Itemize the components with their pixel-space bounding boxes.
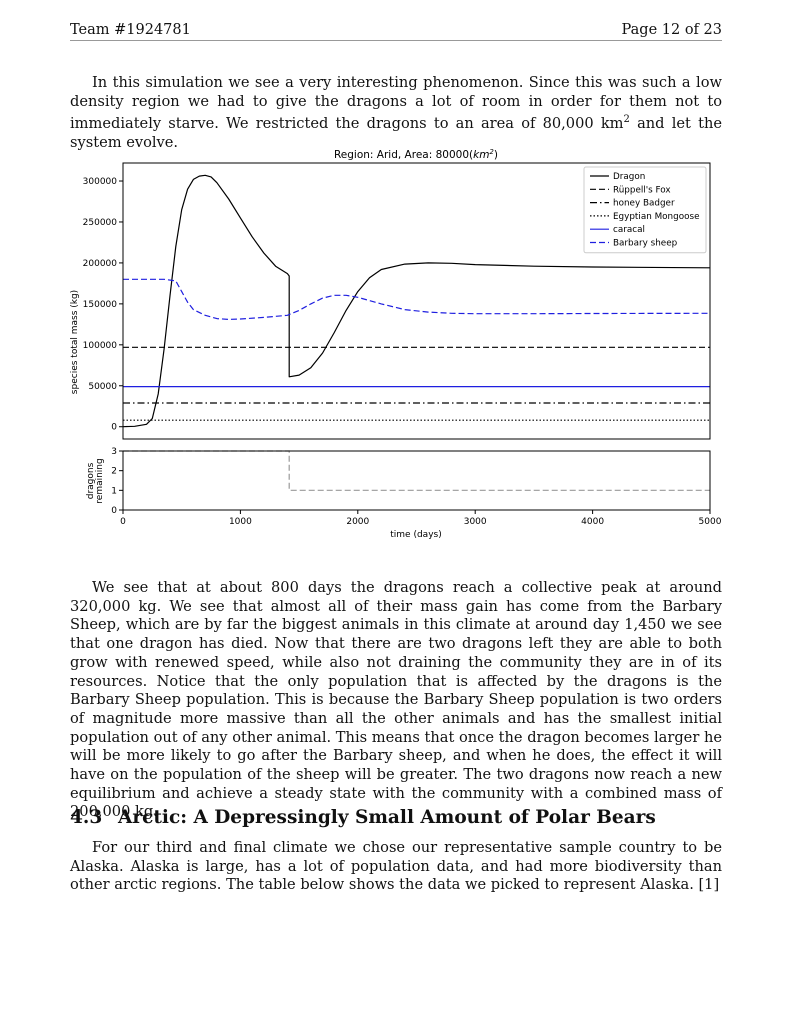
paragraph-arctic: For our third and final climate we chose… — [70, 839, 722, 895]
section-title: Arctic: A Depressingly Small Amount of P… — [118, 807, 656, 828]
x-tick-label: 2000 — [346, 517, 369, 527]
x-tick-label: 5000 — [699, 517, 722, 527]
series-line — [123, 450, 710, 491]
series-line — [122, 174, 711, 428]
legend-label: Rüppell's Fox — [613, 185, 671, 195]
section-number: 4.3 — [70, 807, 103, 828]
y-tick-label: 1 — [111, 486, 117, 496]
dragons-label: dragons — [86, 462, 96, 499]
paragraph-arctic-text: For our third and final climate we chose… — [70, 839, 722, 894]
top-series-lines — [122, 174, 711, 428]
section-heading: 4.3 Arctic: A Depressingly Small Amount o… — [70, 806, 722, 830]
y-tick-label: 50000 — [88, 382, 117, 392]
legend-label: caracal — [613, 225, 645, 235]
y-tick-label: 150000 — [83, 300, 118, 310]
remaining-label: remaining — [95, 458, 105, 503]
y-tick-label: 2 — [111, 467, 117, 477]
series-line — [123, 278, 711, 320]
paragraph-intro-end: and let the system evolve. — [70, 115, 722, 151]
y-tick-label: 0 — [111, 423, 117, 433]
bottom-plot-frame — [122, 450, 711, 511]
x-axis-label: time (days) — [390, 530, 441, 540]
paragraph-intro: In this simulation we see a very interes… — [70, 74, 722, 153]
y-tick-label: 250000 — [83, 218, 118, 228]
paragraph-intro-text: In this simulation we see a very interes… — [70, 74, 722, 133]
legend-label: Egyptian Mongoose — [613, 212, 699, 222]
bottom-axis-ticks: 0 1 2 3 0 1000 2000 3000 4000 5000 — [111, 447, 721, 527]
x-tick-label: 0 — [120, 517, 126, 527]
y-tick-label: 100000 — [83, 341, 118, 351]
y-tick-label: 0 — [111, 506, 117, 516]
chart-title: Region: Arid, Area: 80000(km2) — [334, 148, 498, 161]
team-label: Team #1924781 — [70, 22, 191, 38]
top-y-ticks: 0 50000 100000 150000 200000 250000 300000 — [83, 177, 123, 433]
superscript: 2 — [623, 114, 630, 126]
x-tick-label: 1000 — [229, 517, 252, 527]
simulation-figure: Region: Arid, Area: 80000(km2) species t… — [70, 148, 722, 540]
legend-label: honey Badger — [613, 199, 675, 209]
legend-label: Barbary sheep — [613, 239, 678, 249]
y-tick-label: 200000 — [83, 259, 118, 269]
bottom-series-lines — [123, 450, 710, 491]
page-number: Page 12 of 23 — [621, 22, 722, 38]
x-tick-label: 3000 — [464, 517, 487, 527]
x-tick-label: 4000 — [581, 517, 604, 527]
legend-label: Dragon — [613, 172, 645, 182]
paragraph-analysis: We see that at about 800 days the dragon… — [70, 579, 722, 822]
y-axis-label: species total mass (kg) — [70, 290, 80, 394]
legend-box — [583, 166, 707, 254]
y-tick-label: 3 — [111, 447, 117, 457]
page-header: Team #1924781 Page 12 of 23 — [70, 20, 722, 41]
legend: Dragon Rüppell's Fox honey Badger Egyptian … — [583, 166, 707, 254]
top-plot-frame — [122, 162, 711, 440]
y-tick-label: 300000 — [83, 177, 118, 187]
paragraph-analysis-text: We see that at about 800 days the dragon… — [70, 579, 722, 821]
